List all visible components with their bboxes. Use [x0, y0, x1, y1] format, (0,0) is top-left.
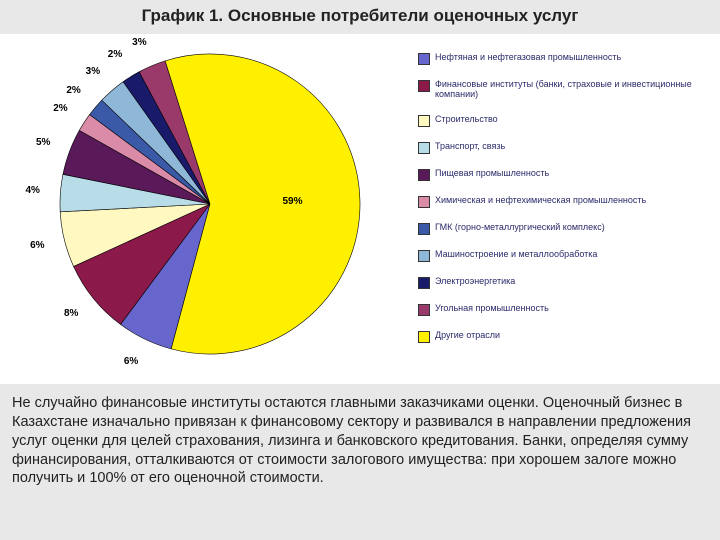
legend-item: Финансовые институты (банки, страховые и… [418, 79, 708, 100]
legend-label: Транспорт, связь [435, 141, 708, 151]
pie-slice-label: 6% [30, 240, 44, 251]
legend-swatch [418, 331, 430, 343]
legend-label: Нефтяная и нефтегазовая промышленность [435, 52, 708, 62]
legend-swatch [418, 142, 430, 154]
legend-swatch [418, 250, 430, 262]
legend-label: Другие отрасли [435, 330, 708, 340]
legend-swatch [418, 169, 430, 181]
legend-item: Строительство [418, 114, 708, 127]
pie-slice-label: 2% [66, 85, 80, 96]
chart-legend: Нефтяная и нефтегазовая промышленность Фи… [418, 52, 708, 357]
pie-slice-label: 3% [86, 66, 100, 77]
legend-label: Угольная промышленность [435, 303, 708, 313]
legend-item: ГМК (горно-металлургический комплекс) [418, 222, 708, 235]
pie-slice-label: 4% [25, 185, 39, 196]
legend-item: Пищевая промышленность [418, 168, 708, 181]
legend-label: Машиностроение и металлообработка [435, 249, 708, 259]
legend-swatch [418, 80, 430, 92]
legend-label: Финансовые институты (банки, страховые и… [435, 79, 708, 100]
legend-item: Химическая и нефтехимическая промышленно… [418, 195, 708, 208]
legend-item: Транспорт, связь [418, 141, 708, 154]
legend-item: Электроэнергетика [418, 276, 708, 289]
legend-swatch [418, 115, 430, 127]
legend-swatch [418, 277, 430, 289]
legend-label: Строительство [435, 114, 708, 124]
legend-label: Пищевая промышленность [435, 168, 708, 178]
body-paragraph: Не случайно финансовые институты остаютс… [12, 394, 708, 488]
legend-label: ГМК (горно-металлургический комплекс) [435, 222, 708, 232]
pie-slice-label: 2% [108, 49, 122, 60]
legend-item: Нефтяная и нефтегазовая промышленность [418, 52, 708, 65]
legend-item: Другие отрасли [418, 330, 708, 343]
legend-label: Электроэнергетика [435, 276, 708, 286]
legend-swatch [418, 223, 430, 235]
chart-title: График 1. Основные потребители оценочных… [0, 6, 720, 26]
legend-swatch [418, 304, 430, 316]
pie-chart: 6%8%6%4%5%2%2%3%2%3%59% [50, 44, 370, 364]
pie-slice-label: 5% [36, 137, 50, 148]
pie-slice-label: 2% [53, 103, 67, 114]
pie-slice-label: 3% [132, 37, 146, 48]
legend-item: Машиностроение и металлообработка [418, 249, 708, 262]
chart-area: 6% 8% 6% 4% 5% 2% 2% 3% 2% 3% 59% Нефтяная и нефте… [0, 34, 720, 384]
legend-item: Угольная промышленность [418, 303, 708, 316]
pie-slice-label: 6% [124, 356, 138, 367]
pie-slice-label: 8% [64, 308, 78, 319]
legend-label: Химическая и нефтехимическая промышленно… [435, 195, 708, 205]
pie-slice-label: 59% [282, 196, 302, 207]
legend-swatch [418, 53, 430, 65]
legend-swatch [418, 196, 430, 208]
